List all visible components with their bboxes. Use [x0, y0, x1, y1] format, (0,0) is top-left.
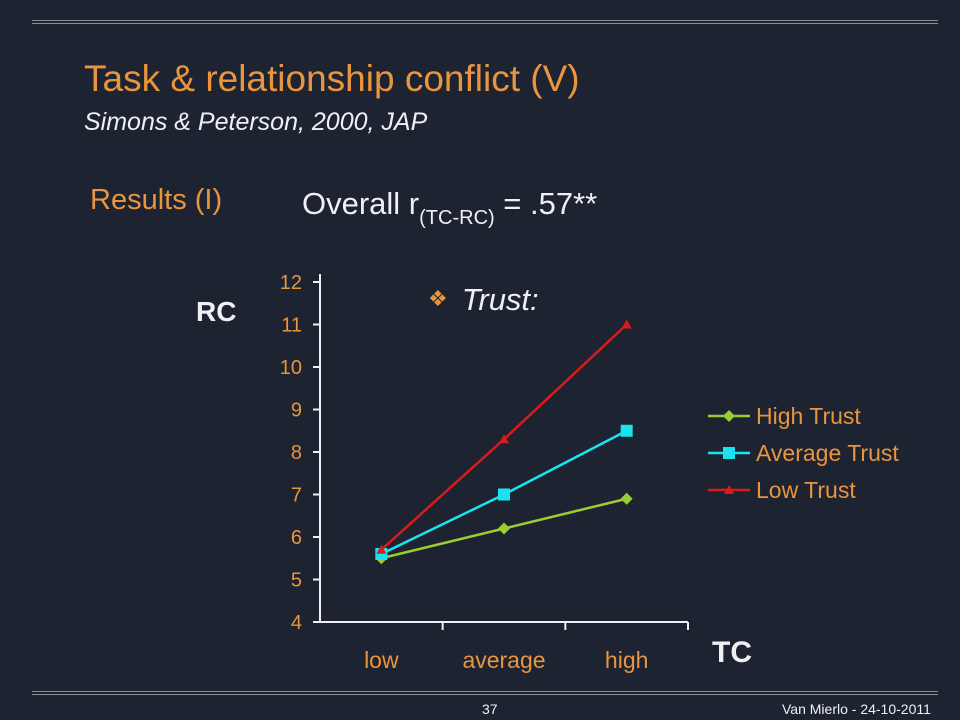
- low-trust-point: [499, 434, 509, 444]
- low-trust-point: [376, 544, 387, 554]
- y-tick-label: 9: [291, 400, 302, 422]
- results-label: Results (I): [90, 184, 223, 216]
- y-tick-label: 11: [281, 315, 302, 337]
- y-tick-label: 10: [280, 357, 302, 379]
- legend-label-average-trust: Average Trust: [756, 440, 899, 466]
- slide-subtitle: Simons & Peterson, 2000, JAP: [84, 108, 428, 136]
- overall-prefix: Overall r: [302, 186, 420, 221]
- bottom-rule: [32, 691, 938, 695]
- slide-title: Task & relationship conflict (V): [84, 58, 580, 99]
- footer-credit: Van Mierlo - 24-10-2011: [782, 701, 931, 717]
- legend-marker-high-trust: [723, 410, 735, 422]
- x-tick-label: high: [605, 647, 648, 673]
- trust-annotation: ❖ Trust:: [428, 282, 539, 318]
- y-tick-label: 8: [291, 442, 302, 464]
- y-tick-label: 4: [291, 612, 302, 634]
- high-trust-point: [498, 522, 510, 535]
- overall-suffix: = .57**: [494, 186, 598, 221]
- y-axis-label: RC: [196, 296, 237, 327]
- overall-correlation: Overall r(TC-RC) = .57**: [302, 186, 598, 229]
- y-tick-label: 5: [291, 570, 302, 592]
- page-number: 37: [482, 701, 498, 717]
- y-tick-label: 7: [291, 485, 302, 507]
- average-trust-point: [498, 488, 510, 501]
- overall-subscript: (TC-RC): [419, 207, 495, 229]
- legend-label-high-trust: High Trust: [756, 403, 861, 429]
- x-tick-label: average: [462, 647, 545, 673]
- diamond-bullet-icon: ❖: [428, 286, 448, 311]
- legend-marker-low-trust: [724, 485, 734, 494]
- annotation-text: Trust:: [461, 282, 539, 317]
- legend-marker-average-trust: [723, 447, 735, 459]
- y-tick-label: 12: [280, 272, 302, 294]
- x-axis-label: TC: [712, 636, 752, 669]
- average-trust-point: [620, 424, 633, 437]
- top-rule: [32, 20, 938, 24]
- x-tick-label: low: [364, 647, 399, 673]
- high-trust-point: [620, 492, 633, 505]
- y-tick-label: 6: [291, 527, 302, 549]
- low-trust-point: [621, 319, 632, 329]
- legend-label-low-trust: Low Trust: [756, 477, 856, 503]
